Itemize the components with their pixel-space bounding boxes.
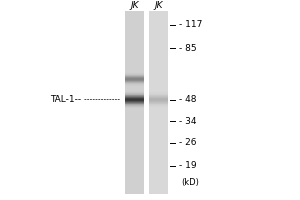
Bar (148, 92, 168, 93)
Bar (148, 104, 168, 105)
Text: - 19: - 19 (178, 161, 196, 170)
Bar (124, 98, 144, 99)
Bar (124, 104, 144, 105)
Bar (124, 93, 144, 94)
Bar (124, 79, 144, 80)
Text: (kD): (kD) (182, 178, 200, 187)
Bar (124, 105, 144, 106)
Bar (124, 107, 144, 108)
Bar (148, 101, 168, 102)
Text: JK: JK (130, 1, 139, 10)
Bar (124, 99, 144, 100)
Bar (148, 102, 168, 103)
Bar (124, 11, 144, 194)
Bar (124, 75, 144, 76)
Bar (124, 103, 144, 104)
Bar (148, 93, 168, 94)
Bar (148, 106, 168, 107)
Bar (124, 96, 144, 97)
Bar (124, 92, 144, 93)
Bar (124, 101, 144, 102)
Text: - 34: - 34 (178, 117, 196, 126)
Text: - 85: - 85 (178, 44, 196, 53)
Bar (148, 98, 168, 99)
Bar (124, 95, 144, 96)
Bar (124, 106, 144, 107)
Text: - 48: - 48 (178, 95, 196, 104)
Bar (124, 81, 144, 82)
Bar (148, 91, 168, 92)
Bar (124, 76, 144, 77)
Bar (124, 72, 144, 73)
Bar (124, 91, 144, 92)
Bar (124, 102, 144, 103)
Text: - 117: - 117 (178, 20, 202, 29)
Bar (148, 96, 168, 97)
Text: JK: JK (154, 1, 163, 10)
Bar (148, 97, 168, 98)
Bar (124, 84, 144, 85)
Bar (124, 82, 144, 83)
Bar (148, 94, 168, 95)
Text: - 26: - 26 (178, 138, 196, 147)
Text: TAL-1--: TAL-1-- (50, 95, 81, 104)
Bar (124, 74, 144, 75)
Bar (124, 85, 144, 86)
Bar (124, 73, 144, 74)
Bar (148, 103, 168, 104)
Bar (148, 11, 168, 194)
Bar (148, 100, 168, 101)
Bar (148, 99, 168, 100)
Bar (148, 95, 168, 96)
Bar (124, 80, 144, 81)
Bar (124, 94, 144, 95)
Bar (124, 97, 144, 98)
Bar (124, 78, 144, 79)
Bar (148, 105, 168, 106)
Bar (124, 83, 144, 84)
Bar (148, 107, 168, 108)
Bar (124, 77, 144, 78)
Bar (124, 100, 144, 101)
